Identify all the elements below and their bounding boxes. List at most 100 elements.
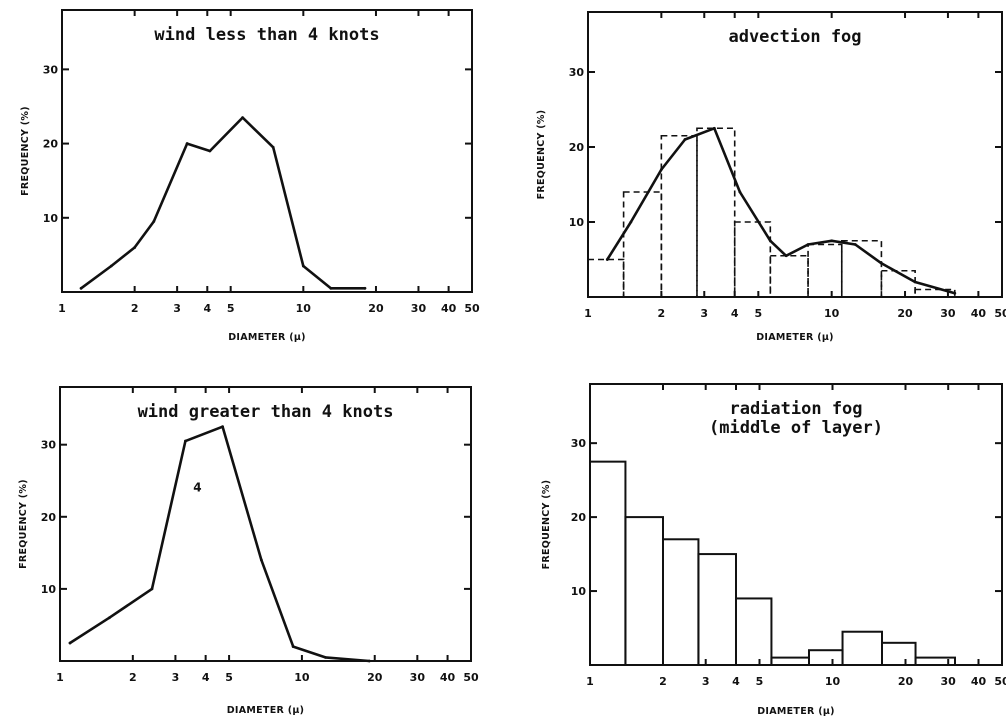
bar-7 xyxy=(807,649,844,666)
data-point xyxy=(329,286,333,290)
bar-2 xyxy=(622,191,663,298)
bar-9 xyxy=(880,269,916,298)
y-axis-label: FREQUENCY (%) xyxy=(536,110,547,200)
data-point xyxy=(880,261,883,265)
x-tick-label: 5 xyxy=(756,675,764,688)
data-point xyxy=(784,254,788,258)
y-tick-label: 10 xyxy=(571,585,587,598)
x-tick-label: 20 xyxy=(368,302,384,315)
y-tick-label: 30 xyxy=(43,63,59,76)
chart-panel-3: 1 2 3 4 5 10 20 30 40 50 10 20 30 DIAMETER (µ) FREQUEN… xyxy=(18,386,479,716)
chart-title: wind greater than 4 knots xyxy=(138,402,394,422)
chart-title: radiation fog (middle of layer) xyxy=(709,399,883,438)
bar-9 xyxy=(880,641,917,667)
data-point xyxy=(301,264,305,268)
data-point xyxy=(291,645,295,648)
chart-panel-1: 1 2 3 4 5 10 20 30 40 50 10 20 30 DIAMETER (µ) FREQUEN… xyxy=(20,9,480,343)
x-tick-label: 30 xyxy=(411,302,427,315)
bar-4 xyxy=(696,127,736,298)
data-point xyxy=(806,243,810,246)
x-tick-label: 5 xyxy=(225,671,233,684)
data-point xyxy=(683,138,687,141)
bar-2 xyxy=(624,516,664,667)
data-point xyxy=(259,558,263,562)
x-tick-label: 30 xyxy=(941,675,957,688)
bar-3 xyxy=(661,538,700,667)
data-point xyxy=(109,264,113,268)
bar-8 xyxy=(841,630,883,667)
x-tick-label: 50 xyxy=(994,675,1006,688)
y-tick-label: 20 xyxy=(43,138,59,151)
x-tick-label: 50 xyxy=(463,671,479,684)
plot-frame xyxy=(61,9,473,293)
chart-panel-2: 1 2 3 4 5 10 20 30 40 50 10 20 30 DIAMETER (µ) FREQUEN… xyxy=(536,11,1006,343)
x-tick-label: 1 xyxy=(584,307,592,320)
data-point xyxy=(133,246,137,249)
data-point xyxy=(913,280,917,284)
data-point xyxy=(605,258,609,261)
data-point xyxy=(107,616,111,620)
data-point xyxy=(79,286,83,290)
x-tick-label: 2 xyxy=(129,671,137,684)
bar-6 xyxy=(769,254,809,298)
x-tick-label: 1 xyxy=(56,671,64,684)
x-tick-label: 2 xyxy=(131,302,139,315)
x-tick-label: 1 xyxy=(586,675,594,688)
y-tick-label: 10 xyxy=(41,583,57,596)
data-point xyxy=(363,286,367,290)
x-tick-label: 40 xyxy=(440,671,456,684)
x-tick-label: 50 xyxy=(464,302,480,315)
data-point xyxy=(738,190,742,194)
data-point xyxy=(712,126,716,130)
series-line-1 xyxy=(79,116,367,290)
data-point xyxy=(768,239,772,243)
x-tick-label: 20 xyxy=(898,675,914,688)
y-axis-label: FREQUENCY (%) xyxy=(541,480,552,570)
y-axis-label: FREQUENCY (%) xyxy=(18,479,29,569)
x-tick-label: 3 xyxy=(172,671,180,684)
y-tick-label: 10 xyxy=(43,212,59,225)
data-point xyxy=(853,243,857,246)
chart-title: wind less than 4 knots xyxy=(154,25,379,45)
annotation-label: 4 xyxy=(193,481,201,495)
x-tick-label: 50 xyxy=(994,307,1006,320)
x-tick-label: 30 xyxy=(410,671,426,684)
y-axis-label: FREQUENCY (%) xyxy=(20,106,31,196)
y-tick-label: 20 xyxy=(41,511,57,524)
data-point xyxy=(830,239,834,243)
x-tick-label: 20 xyxy=(367,671,383,684)
y-tick-label: 20 xyxy=(569,141,585,154)
data-point xyxy=(953,291,957,295)
x-tick-label: 10 xyxy=(824,307,840,320)
data-point xyxy=(323,655,327,659)
data-point xyxy=(185,142,189,145)
chart-title: advection fog xyxy=(728,27,861,47)
bar-1 xyxy=(589,460,627,667)
bar-3 xyxy=(660,134,698,298)
x-tick-label: 10 xyxy=(296,302,312,315)
x-axis-label: DIAMETER (µ) xyxy=(757,706,835,717)
x-tick-label: 4 xyxy=(732,675,740,688)
data-point xyxy=(241,116,244,120)
data-point xyxy=(629,220,633,224)
bar-6 xyxy=(770,656,810,667)
data-point xyxy=(271,145,275,149)
x-tick-label: 40 xyxy=(971,675,987,688)
x-tick-label: 4 xyxy=(203,302,211,315)
y-tick-label: 20 xyxy=(571,511,587,524)
chart-panel-4: 1 2 3 4 5 10 20 30 40 50 10 20 30 DIAMETER (µ) FREQUEN… xyxy=(541,383,1006,717)
x-tick-label: 40 xyxy=(441,302,457,315)
plot-frame xyxy=(587,11,1003,298)
data-point xyxy=(221,425,224,429)
x-tick-label: 5 xyxy=(227,302,235,315)
x-tick-label: 10 xyxy=(294,671,310,684)
bar-5 xyxy=(734,597,773,667)
y-tick-label: 10 xyxy=(569,216,585,229)
data-point xyxy=(152,220,156,223)
x-tick-label: 40 xyxy=(971,307,987,320)
x-tick-label: 3 xyxy=(173,302,181,315)
y-tick-label: 30 xyxy=(571,437,587,450)
y-tick-label: 30 xyxy=(569,66,585,79)
x-tick-label: 5 xyxy=(754,307,762,320)
